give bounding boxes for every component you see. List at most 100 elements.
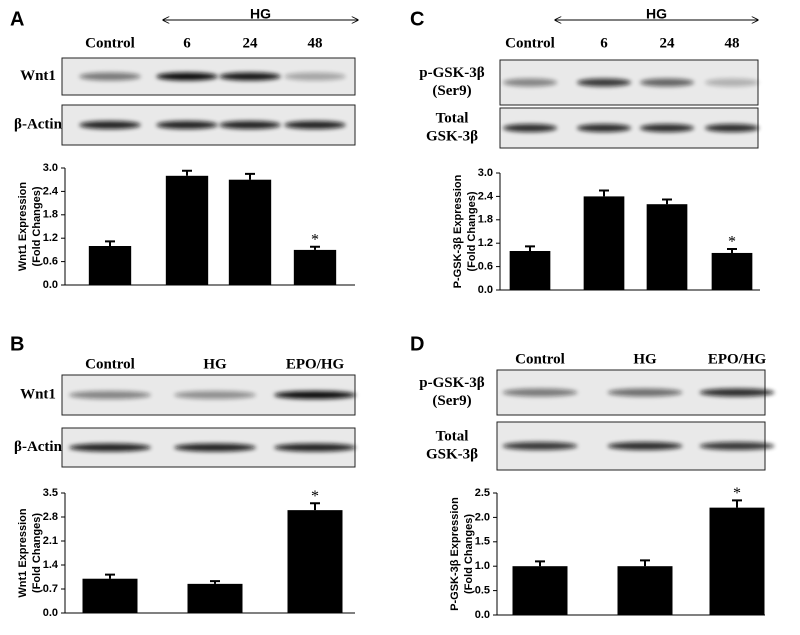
bar xyxy=(82,578,138,613)
error-bar xyxy=(535,560,545,567)
blot-band xyxy=(79,72,141,81)
lane-label: Control xyxy=(505,35,555,51)
blot-band xyxy=(639,124,695,132)
error-bar xyxy=(105,573,115,579)
y-tick-label: 0.6 xyxy=(478,261,493,273)
y-tick-label: 2.4 xyxy=(478,190,494,202)
blot-label: Total xyxy=(436,428,469,444)
y-tick-label: 2.5 xyxy=(475,487,490,499)
blot-band xyxy=(219,121,281,129)
error-bar xyxy=(105,240,115,246)
y-tick-label: 2.1 xyxy=(43,535,58,547)
significance-mark: * xyxy=(728,234,736,251)
significance-mark: * xyxy=(733,485,741,502)
y-tick-label: 0.0 xyxy=(43,279,58,291)
blot-band xyxy=(273,391,357,399)
blot-band xyxy=(68,443,152,452)
error-bar xyxy=(662,198,672,205)
error-bar xyxy=(245,172,255,180)
y-tick-label: 1.0 xyxy=(475,560,490,572)
y-tick-label: 2.8 xyxy=(43,511,58,523)
lane-label: Control xyxy=(85,35,135,51)
y-tick-label: 0.6 xyxy=(43,256,58,268)
significance-mark: * xyxy=(311,488,319,505)
y-axis-label: (Fold Changes) xyxy=(466,191,478,271)
blot-label: Wnt1 xyxy=(20,68,56,84)
bar xyxy=(509,251,551,290)
lane-label: EPO/HG xyxy=(708,351,767,367)
y-axis-label: Wnt1 Expression xyxy=(17,182,29,272)
blot-band xyxy=(502,442,578,450)
y-tick-label: 0.7 xyxy=(43,583,58,595)
blot-band xyxy=(576,78,632,87)
y-tick-label: 1.2 xyxy=(43,232,58,244)
error-bar xyxy=(599,189,609,197)
blot-band xyxy=(704,78,760,87)
bar xyxy=(709,507,765,615)
group-label: HG xyxy=(646,6,667,22)
blot-band xyxy=(502,78,558,87)
blot-band xyxy=(704,124,760,132)
lane-label: 24 xyxy=(660,35,676,51)
lane-label: Control xyxy=(85,356,135,372)
blot-band xyxy=(173,391,257,399)
bar xyxy=(187,583,243,613)
blot-label: β-Actin xyxy=(14,439,63,455)
y-axis-label: (Fold Changes) xyxy=(463,514,475,594)
blot-band xyxy=(219,72,281,81)
y-tick-label: 2.4 xyxy=(43,185,59,197)
lane-label: 6 xyxy=(183,35,191,51)
panel-letter: A xyxy=(10,8,24,30)
blot-band xyxy=(284,121,346,129)
blot-band xyxy=(607,442,683,450)
bar xyxy=(293,249,337,285)
y-axis-label: (Fold Changes) xyxy=(31,513,43,593)
blot-band xyxy=(68,391,152,399)
y-tick-label: 1.8 xyxy=(43,209,58,221)
blot-label: Wnt1 xyxy=(20,386,56,402)
lane-label: EPO/HG xyxy=(286,356,345,372)
blot-label: p-GSK-3β xyxy=(419,375,485,391)
panel-letter: B xyxy=(10,333,24,355)
blot-band xyxy=(156,121,218,129)
blot-band xyxy=(284,72,346,81)
y-tick-label: 3.0 xyxy=(478,167,493,179)
blot-band xyxy=(607,388,683,397)
blot-label: p-GSK-3β xyxy=(419,65,485,81)
bar xyxy=(583,196,625,290)
bar xyxy=(512,566,568,615)
blot-band xyxy=(79,121,141,129)
lane-label: HG xyxy=(203,356,227,372)
lane-label: 24 xyxy=(243,35,259,51)
bar xyxy=(88,246,132,285)
y-tick-label: 2.0 xyxy=(475,511,490,523)
y-tick-label: 0.0 xyxy=(478,284,493,296)
error-bar xyxy=(640,559,650,567)
bar xyxy=(617,566,673,615)
error-bar xyxy=(727,248,737,253)
blot-band xyxy=(502,388,578,397)
y-tick-label: 1.5 xyxy=(475,536,490,548)
blot-label: GSK-3β xyxy=(426,446,478,462)
error-bar xyxy=(210,580,220,584)
blot-label: (Ser9) xyxy=(432,83,471,99)
blot-band xyxy=(699,388,775,397)
y-axis-label: P-GSK-3β Expression xyxy=(452,174,464,288)
y-tick-label: 1.2 xyxy=(478,237,493,249)
panel-letter: C xyxy=(410,8,424,30)
lane-label: 48 xyxy=(725,35,740,51)
bar xyxy=(165,175,209,285)
y-axis-label: (Fold Changes) xyxy=(31,186,43,266)
blot-band xyxy=(502,124,558,132)
y-tick-label: 3.5 xyxy=(43,487,58,499)
bar xyxy=(646,204,688,290)
bar xyxy=(287,510,343,613)
blot-label: β-Actin xyxy=(14,116,63,132)
y-tick-label: 3.0 xyxy=(43,162,58,174)
lane-label: HG xyxy=(633,351,657,367)
error-bar xyxy=(525,245,535,251)
error-bar xyxy=(310,245,320,250)
lane-label: 48 xyxy=(308,35,323,51)
bar xyxy=(228,179,272,285)
